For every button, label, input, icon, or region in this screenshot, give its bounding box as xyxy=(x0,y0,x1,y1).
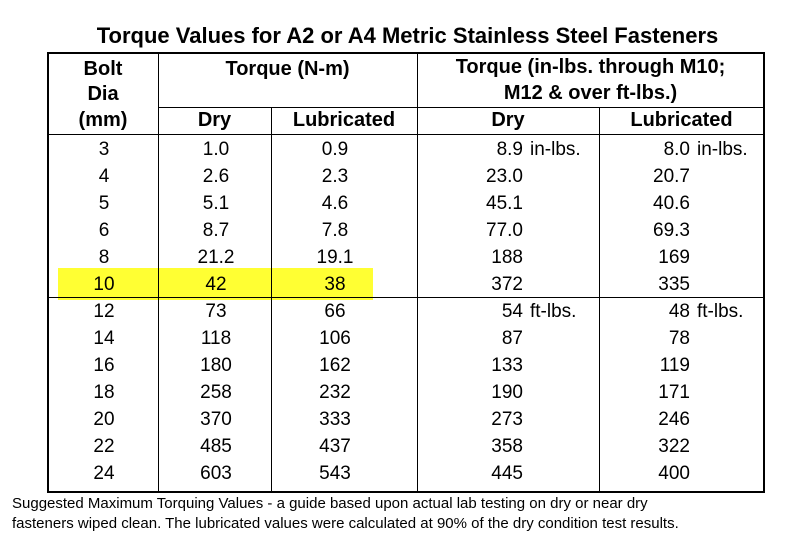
header-nm-lubricated: Lubricated xyxy=(292,109,396,131)
unit-break-line xyxy=(48,297,764,298)
cell-imperial-dry: 358 xyxy=(491,436,523,457)
unit-label-ft-lbs: ft-lbs. xyxy=(697,301,744,322)
column-divider xyxy=(417,53,418,492)
footer-note-line1: Suggested Maximum Torquing Values - a gu… xyxy=(12,495,648,512)
cell-imperial-lubricated: 335 xyxy=(658,274,690,295)
column-divider xyxy=(271,107,272,492)
header-mm: (mm) xyxy=(78,109,128,131)
cell-nm-dry: 73 xyxy=(205,301,227,322)
cell-imperial-dry: 188 xyxy=(491,247,523,268)
cell-bolt-dia: 6 xyxy=(98,220,110,241)
cell-nm-lubricated: 543 xyxy=(319,463,351,484)
header-bolt: Bolt xyxy=(83,58,123,80)
header-dia: Dia xyxy=(87,83,119,105)
cell-imperial-dry: 445 xyxy=(491,463,523,484)
cell-nm-dry: 118 xyxy=(200,328,232,349)
cell-nm-dry: 180 xyxy=(200,355,232,376)
cell-nm-lubricated: 106 xyxy=(319,328,351,349)
cell-nm-lubricated: 2.3 xyxy=(321,166,349,187)
cell-imperial-lubricated: 40.6 xyxy=(653,193,690,214)
cell-imperial-lubricated: 169 xyxy=(658,247,690,268)
cell-bolt-dia: 16 xyxy=(93,355,115,376)
cell-imperial-lubricated: 48 xyxy=(668,301,690,322)
cell-nm-lubricated: 437 xyxy=(319,436,351,457)
cell-imperial-dry: 87 xyxy=(501,328,523,349)
header-nm-dry: Dry xyxy=(197,109,232,131)
cell-imperial-dry: 45.1 xyxy=(486,193,523,214)
cell-bolt-dia: 10 xyxy=(93,274,115,295)
cell-imperial-lubricated: 69.3 xyxy=(653,220,690,241)
cell-imperial-lubricated: 322 xyxy=(658,436,690,457)
cell-bolt-dia: 18 xyxy=(93,382,115,403)
cell-imperial-dry: 54 xyxy=(501,301,523,322)
cell-imperial-dry: 133 xyxy=(491,355,523,376)
cell-nm-lubricated: 4.6 xyxy=(321,193,349,214)
column-divider xyxy=(158,53,159,492)
cell-bolt-dia: 8 xyxy=(98,247,110,268)
header-torque-imperial: Torque (in-lbs. through M10; xyxy=(455,56,726,78)
unit-label-in-lbs: in-lbs. xyxy=(697,139,748,160)
cell-imperial-lubricated: 20.7 xyxy=(653,166,690,187)
cell-bolt-dia: 4 xyxy=(98,166,110,187)
page-title: Torque Values for A2 or A4 Metric Stainl… xyxy=(96,23,719,48)
footer-note-line2: fasteners wiped clean. The lubricated va… xyxy=(12,515,679,532)
cell-nm-dry: 42 xyxy=(205,274,227,295)
unit-label-ft-lbs: ft-lbs. xyxy=(530,301,577,322)
torque-table xyxy=(47,52,765,493)
header-torque-imperial-line2: M12 & over ft-lbs.) xyxy=(503,82,678,104)
cell-bolt-dia: 24 xyxy=(93,463,115,484)
column-divider xyxy=(599,107,600,492)
cell-imperial-dry: 8.9 xyxy=(496,139,523,160)
cell-imperial-dry: 23.0 xyxy=(486,166,523,187)
cell-nm-dry: 258 xyxy=(200,382,232,403)
header-torque-nm: Torque (N-m) xyxy=(225,58,350,80)
cell-imperial-dry: 190 xyxy=(491,382,523,403)
cell-bolt-dia: 14 xyxy=(93,328,115,349)
cell-bolt-dia: 3 xyxy=(98,139,110,160)
cell-nm-dry: 21.2 xyxy=(197,247,235,268)
cell-nm-lubricated: 232 xyxy=(319,382,351,403)
cell-nm-lubricated: 38 xyxy=(324,274,346,295)
cell-imperial-lubricated: 171 xyxy=(658,382,690,403)
unit-label-in-lbs: in-lbs. xyxy=(530,139,581,160)
cell-bolt-dia: 5 xyxy=(98,193,110,214)
header-bottom-line xyxy=(48,134,764,135)
cell-nm-dry: 603 xyxy=(200,463,232,484)
cell-nm-dry: 1.0 xyxy=(202,139,230,160)
cell-nm-lubricated: 162 xyxy=(319,355,351,376)
cell-imperial-dry: 77.0 xyxy=(486,220,523,241)
cell-nm-lubricated: 66 xyxy=(324,301,346,322)
cell-nm-dry: 2.6 xyxy=(202,166,230,187)
cell-nm-lubricated: 333 xyxy=(319,409,351,430)
cell-imperial-lubricated: 78 xyxy=(668,328,690,349)
cell-nm-dry: 8.7 xyxy=(202,220,230,241)
cell-nm-lubricated: 7.8 xyxy=(321,220,349,241)
cell-imperial-dry: 372 xyxy=(491,274,523,295)
cell-imperial-lubricated: 8.0 xyxy=(663,139,690,160)
cell-bolt-dia: 12 xyxy=(93,301,115,322)
cell-nm-dry: 370 xyxy=(200,409,232,430)
cell-bolt-dia: 22 xyxy=(93,436,115,457)
cell-nm-dry: 485 xyxy=(200,436,232,457)
cell-nm-lubricated: 19.1 xyxy=(316,247,354,268)
cell-imperial-lubricated: 400 xyxy=(658,463,690,484)
header-divider xyxy=(158,107,764,108)
cell-bolt-dia: 20 xyxy=(93,409,115,430)
header-imperial-lubricated: Lubricated xyxy=(630,109,733,131)
highlighted-row-10mm xyxy=(58,268,373,300)
header-imperial-dry: Dry xyxy=(491,109,525,131)
cell-nm-dry: 5.1 xyxy=(202,193,230,214)
cell-imperial-lubricated: 246 xyxy=(658,409,690,430)
cell-imperial-dry: 273 xyxy=(491,409,523,430)
cell-nm-lubricated: 0.9 xyxy=(321,139,349,160)
cell-imperial-lubricated: 119 xyxy=(659,355,690,376)
